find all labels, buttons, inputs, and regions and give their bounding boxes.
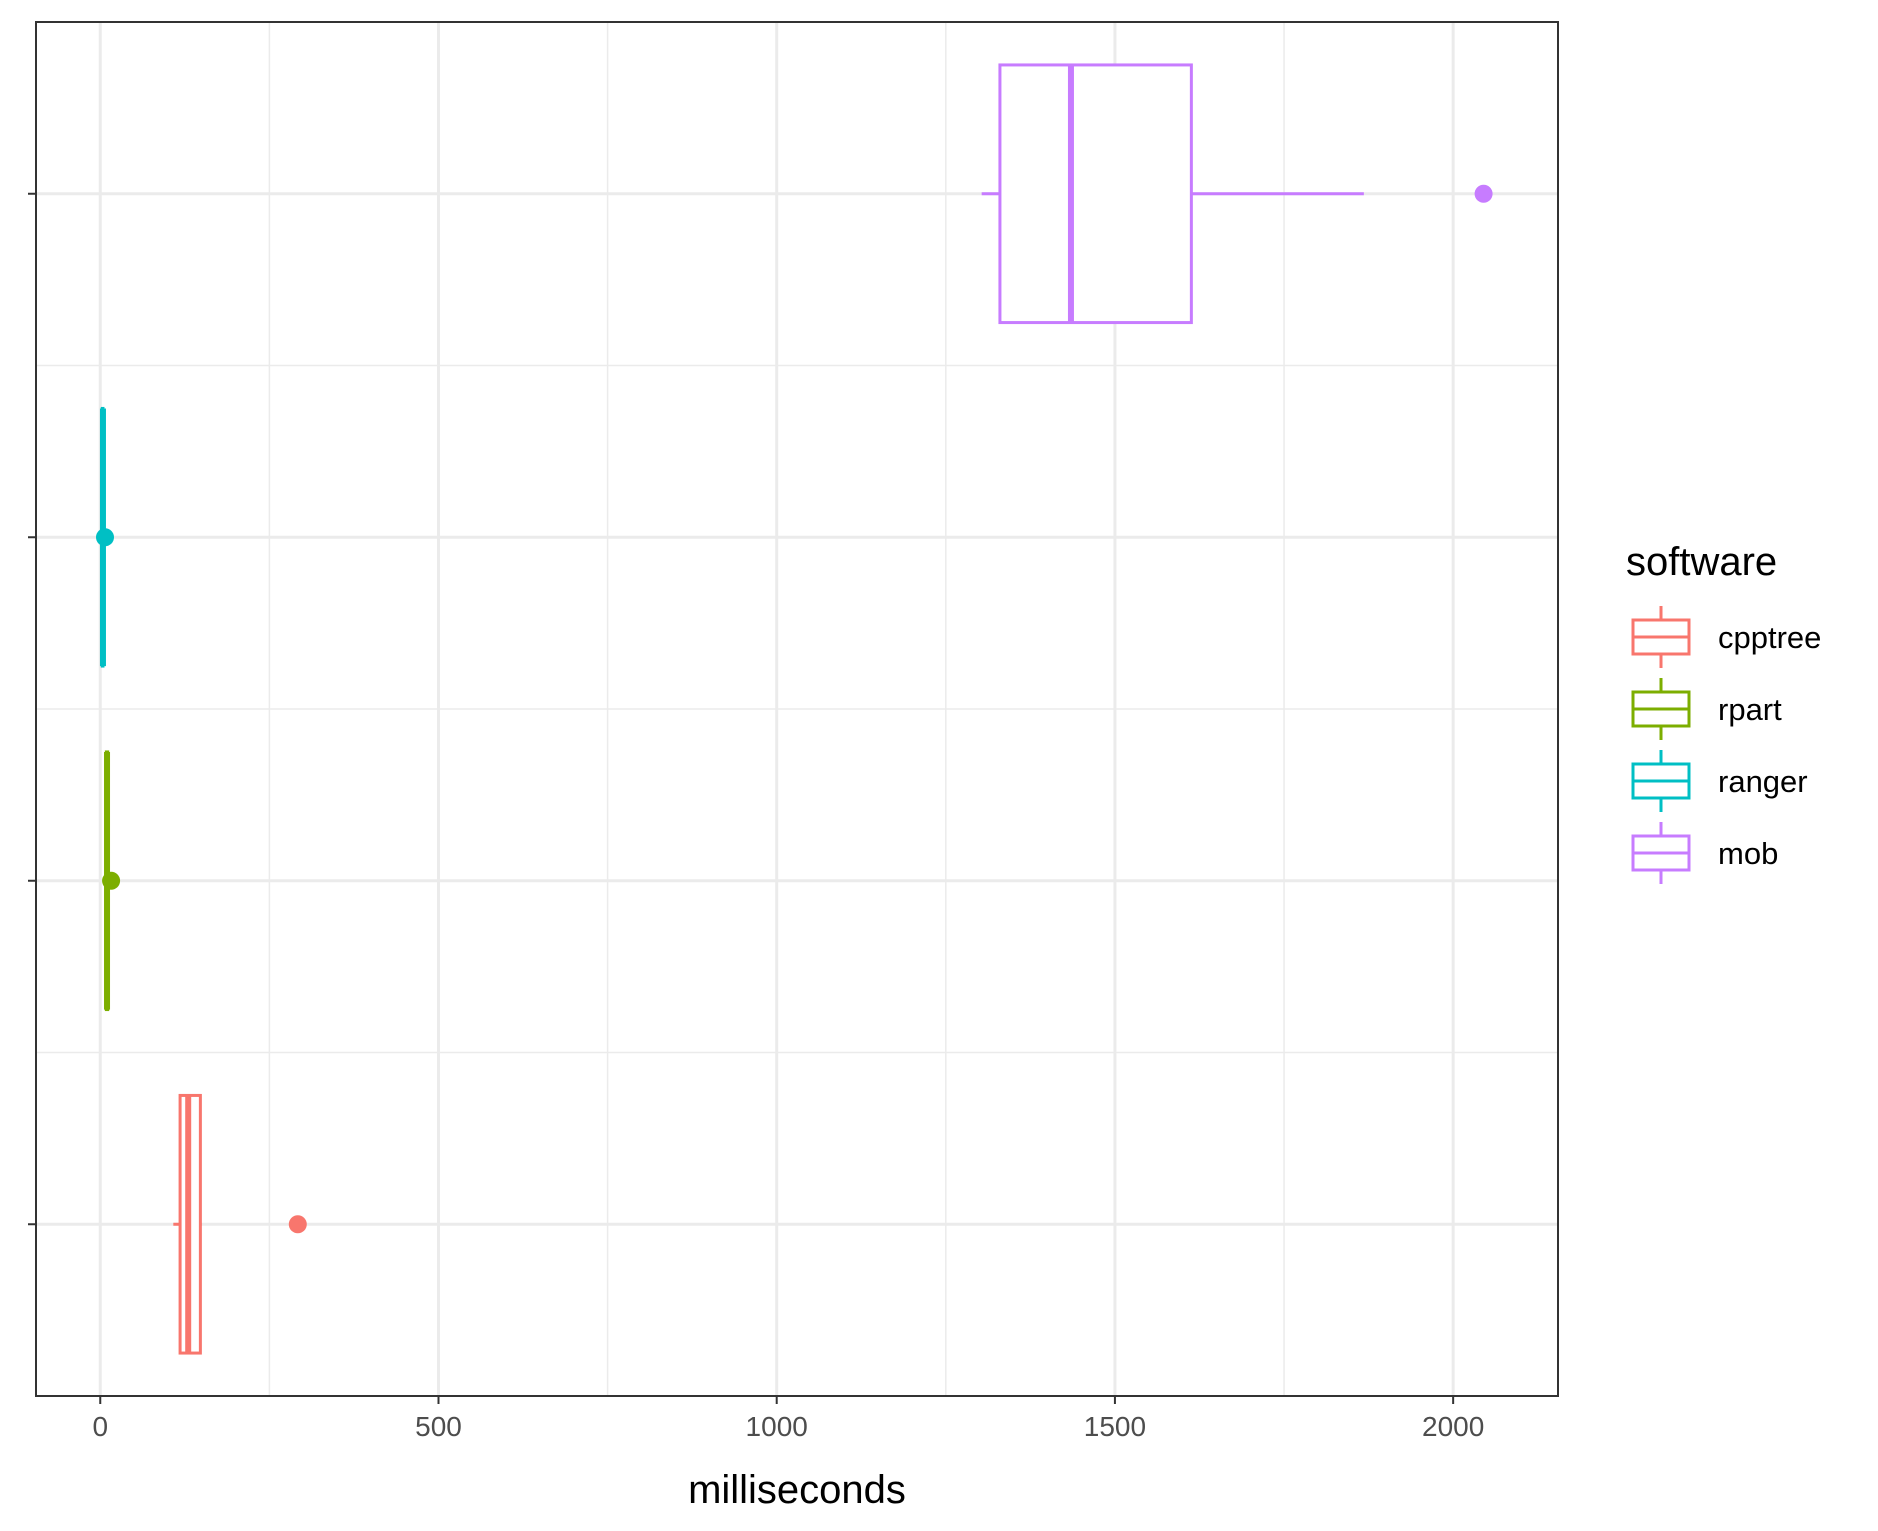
panel-border xyxy=(35,21,1559,1397)
legend-label-ranger: ranger xyxy=(1718,764,1808,799)
boxplot-mob xyxy=(981,63,1493,325)
x-tick-label: 2000 xyxy=(1422,1411,1484,1442)
outlier-rpart xyxy=(102,871,121,890)
x-tick-label: 0 xyxy=(92,1411,108,1442)
outlier-ranger xyxy=(95,528,114,547)
grid-lines xyxy=(36,22,1558,1396)
legend-item-ranger: ranger xyxy=(1631,750,1808,812)
legend-title: software xyxy=(1626,540,1777,584)
x-tick-label: 500 xyxy=(415,1411,462,1442)
legend-label-rpart: rpart xyxy=(1718,692,1782,727)
legend-item-mob: mob xyxy=(1631,822,1778,884)
legend-label-cpptree: cpptree xyxy=(1718,620,1821,655)
x-tick-label: 1500 xyxy=(1084,1411,1146,1442)
boxplot-ranger xyxy=(95,406,114,668)
outlier-mob xyxy=(1474,184,1493,203)
outlier-cpptree xyxy=(288,1215,307,1234)
x-axis: 0 500 1000 1500 2000 xyxy=(28,192,1484,1442)
box-mob xyxy=(998,63,1193,325)
legend: software cpptree rpart ranger mob xyxy=(1626,540,1821,884)
boxplot-series xyxy=(95,63,1493,1355)
boxplot-cpptree xyxy=(173,1093,307,1355)
boxplot-rpart xyxy=(102,750,121,1012)
legend-item-rpart: rpart xyxy=(1631,678,1782,740)
legend-label-mob: mob xyxy=(1718,836,1778,871)
x-tick-label: 1000 xyxy=(746,1411,808,1442)
x-axis-title: milliseconds xyxy=(688,1468,906,1512)
legend-item-cpptree: cpptree xyxy=(1631,606,1821,668)
